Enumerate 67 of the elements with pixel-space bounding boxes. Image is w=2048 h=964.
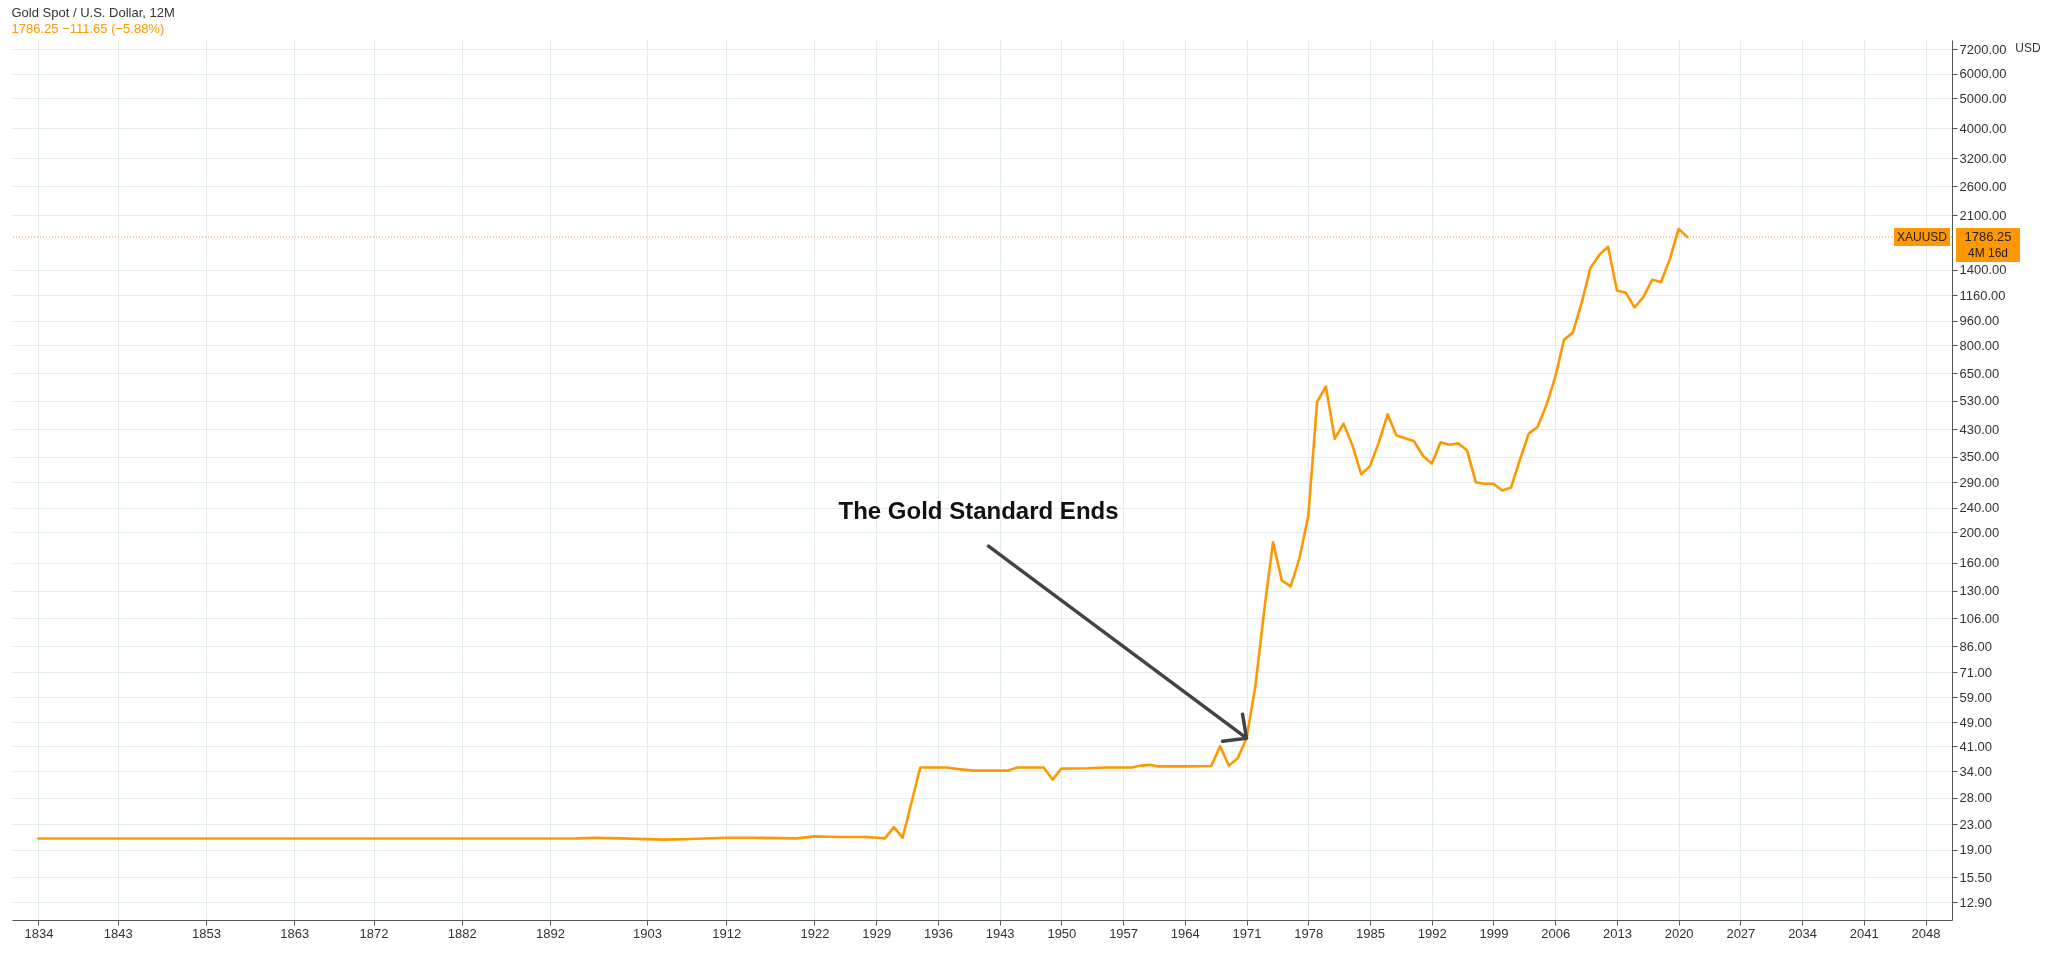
x-tick-label: 1957	[1109, 925, 1139, 941]
annotation: XAUUSD	[1896, 230, 1948, 245]
y-tick-label: 350.00	[1959, 449, 2000, 465]
x-tick-label: 1964	[1170, 925, 1200, 941]
y-tick-label: 1160.00	[1959, 287, 2006, 303]
y-tick-label: 1400.00	[1959, 262, 2007, 278]
y-tick-label: 290.00	[1959, 474, 2000, 490]
y-tick-label: 19.00	[1959, 842, 1993, 858]
y-tick-label: 28.00	[1959, 790, 1993, 806]
chart-title: Gold Spot / U.S. Dollar, 12M	[11, 5, 175, 20]
x-tick-label: 1843	[103, 925, 133, 941]
chart-subtitle: 1786.25 −111.65 (−5.88%)	[11, 21, 165, 36]
y-tick-label: 34.00	[1959, 763, 1993, 779]
y-tick-label: 960.00	[1959, 313, 2000, 329]
x-tick-label: 2048	[1911, 925, 1941, 941]
x-tick-label: 2020	[1664, 925, 1694, 941]
y-tick-label: 130.00	[1959, 583, 2000, 599]
y-tick-label: 2600.00	[1959, 178, 2007, 194]
x-tick-label: 1872	[359, 925, 389, 941]
y-tick-label: 59.00	[1959, 689, 1993, 705]
x-tick-label: 1992	[1417, 925, 1447, 941]
annotation: The Gold Standard Ends	[838, 497, 1119, 525]
y-tick-label: 49.00	[1959, 714, 1993, 730]
y-tick-label: 106.00	[1959, 610, 2000, 626]
text: 4M 16d	[1967, 246, 2009, 261]
x-tick-label: 1903	[632, 925, 662, 941]
x-tick-label: 2027	[1726, 925, 1756, 941]
x-tick-label: 1943	[985, 925, 1015, 941]
x-tick-label: 1985	[1356, 925, 1385, 941]
y-tick-label: 41.00	[1959, 738, 1993, 754]
x-tick-label: 1882	[447, 925, 477, 941]
x-tick-label: 2006	[1541, 925, 1571, 941]
x-tick-label: 1892	[535, 925, 565, 941]
x-tick-label: 1834	[24, 925, 54, 941]
y-tick-label: 800.00	[1959, 337, 2000, 353]
x-tick-label: 1863	[280, 925, 310, 941]
y-tick-label: 2100.00	[1959, 207, 2007, 223]
ref-line-label: 1786.25	[1964, 229, 2012, 245]
y-tick-label: 23.00	[1959, 816, 1993, 832]
y-tick-label: 650.00	[1959, 365, 2000, 381]
x-tick-label: 1853	[192, 925, 221, 941]
y-tick-label: 240.00	[1959, 500, 2000, 516]
y-tick-label: 7200.00	[1959, 41, 2007, 57]
y-tick-label: 12.90	[1959, 894, 1993, 910]
x-tick-label: 1971	[1232, 925, 1262, 941]
y-tick-label: 430.00	[1959, 421, 2000, 437]
x-tick-label: 1999	[1479, 925, 1509, 941]
x-tick-label: 2013	[1602, 925, 1632, 941]
x-tick-label: 1950	[1047, 925, 1077, 941]
y-tick-label: 86.00	[1959, 638, 1993, 654]
y-tick-label: 15.50	[1959, 869, 1993, 885]
y-tick-label: 160.00	[1959, 555, 2000, 571]
x-tick-label: 2034	[1788, 925, 1818, 941]
x-tick-label: 1978	[1294, 925, 1324, 941]
y-tick-label: 5000.00	[1959, 90, 2007, 106]
x-tick-label: 1922	[800, 925, 830, 941]
y-tick-label: 530.00	[1959, 393, 2000, 409]
x-tick-label: 2041	[1849, 925, 1879, 941]
y-tick-label: 200.00	[1959, 524, 2000, 540]
x-tick-label: 1929	[862, 925, 892, 941]
y-tick-label: 4000.00	[1959, 120, 2007, 136]
y-axis-title: USD	[2015, 41, 2041, 55]
x-tick-label: 1912	[712, 925, 742, 941]
y-tick-label: 6000.00	[1959, 66, 2007, 82]
x-tick-label: 1936	[923, 925, 953, 941]
y-tick-label: 3200.00	[1959, 150, 2007, 166]
y-tick-label: 71.00	[1959, 664, 1993, 680]
